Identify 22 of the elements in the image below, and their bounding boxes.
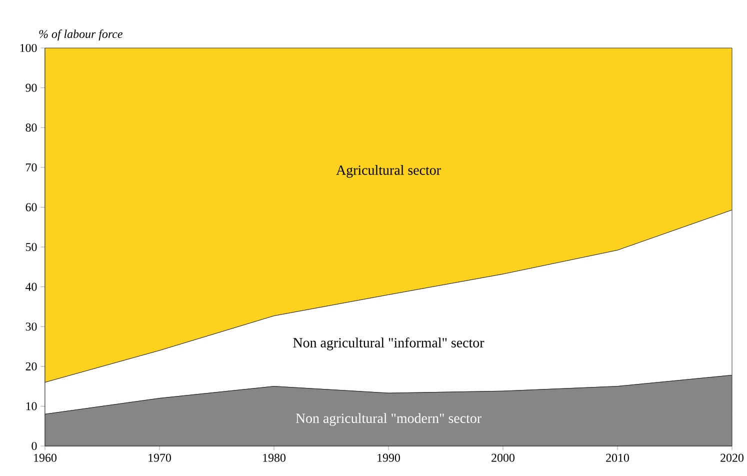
x-tick-label: 1990 xyxy=(378,454,400,462)
x-tick-label: 2020 xyxy=(720,454,744,462)
y-tick-label: 90 xyxy=(26,84,37,92)
y-tick-label: 0 xyxy=(32,442,37,450)
y-tick-label: 100 xyxy=(20,44,37,52)
y-tick-label: 50 xyxy=(26,242,37,252)
series-label: Non agricultural "informal" sector xyxy=(293,337,484,350)
y-tick-label: 60 xyxy=(26,203,37,212)
y-tick-label: 40 xyxy=(26,282,37,291)
x-tick-label: 1960 xyxy=(34,454,56,462)
y-axis-title: % of labour force xyxy=(39,30,122,40)
series-label: Non agricultural "modern" sector xyxy=(296,413,482,426)
y-tick-label: 70 xyxy=(26,163,37,172)
x-tick-label: 2000 xyxy=(492,454,514,462)
x-tick-label: 1980 xyxy=(263,454,286,462)
series-label: Agricultural sector xyxy=(336,165,441,178)
y-tick-label: 20 xyxy=(26,362,37,370)
y-tick-label: 30 xyxy=(26,322,37,331)
x-tick-label: 1970 xyxy=(148,454,171,462)
x-tick-label: 2010 xyxy=(606,454,629,462)
y-tick-label: 80 xyxy=(26,124,37,132)
y-tick-label: 10 xyxy=(26,402,37,410)
